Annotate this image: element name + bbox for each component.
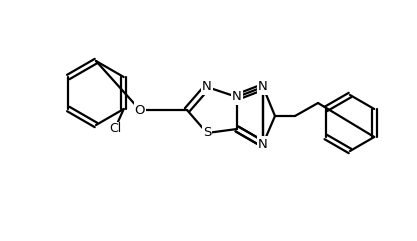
Text: N: N	[232, 91, 242, 103]
Text: N: N	[202, 80, 212, 94]
Text: O: O	[135, 103, 145, 116]
Text: N: N	[258, 138, 268, 150]
Text: N: N	[258, 80, 268, 94]
Text: S: S	[203, 127, 211, 140]
Text: Cl: Cl	[110, 122, 122, 135]
